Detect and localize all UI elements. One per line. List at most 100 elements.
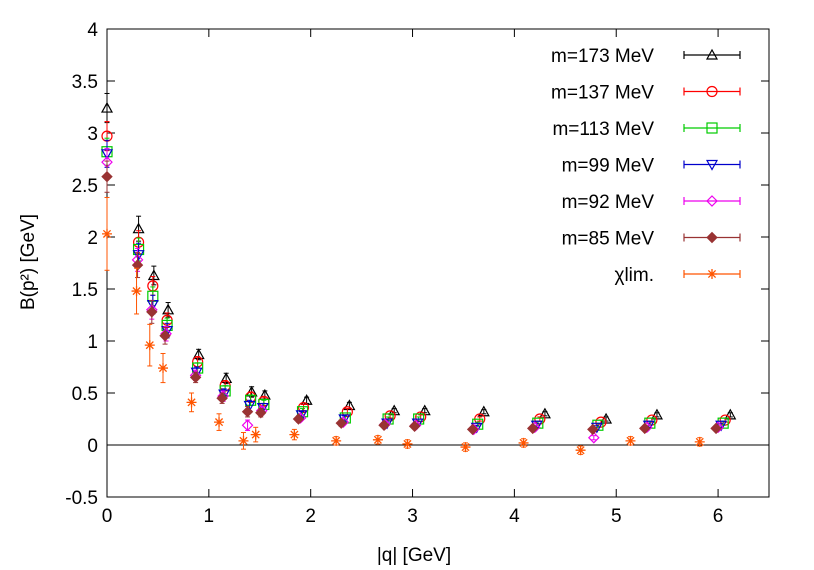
y-tick-label: 0.5 (72, 384, 98, 405)
x-axis-title: |q| [GeV] (377, 545, 451, 566)
x-tick-label: 6 (713, 506, 724, 527)
data-point (527, 422, 539, 435)
data-point (343, 399, 356, 411)
legend-marker (705, 48, 719, 60)
legend-item: m=99 MeV (562, 156, 741, 177)
data-point (250, 429, 261, 440)
data-point (625, 435, 636, 446)
data-point (102, 228, 112, 239)
y-tick-label: 4 (87, 20, 98, 41)
data-point (372, 434, 383, 445)
data-point (243, 400, 256, 412)
data-point (162, 303, 175, 315)
legend-marker (705, 159, 719, 171)
data-point (241, 419, 254, 432)
data-point (639, 422, 651, 435)
data-point (146, 306, 158, 318)
data-point (159, 330, 171, 342)
data-point (378, 419, 390, 431)
y-axis-title: B(p²) [GeV] (18, 214, 39, 310)
data-point (331, 435, 342, 446)
data-point (132, 250, 145, 261)
x-tick-label: 3 (407, 506, 418, 527)
data-point (101, 170, 113, 183)
legend-label: m=173 MeV (551, 46, 654, 67)
data-point (238, 435, 249, 446)
data-point (402, 438, 413, 449)
data-point (100, 101, 114, 113)
data-point (297, 401, 310, 414)
data-point (144, 340, 155, 351)
series-0 (100, 92, 737, 424)
axis-ticks (106, 28, 769, 498)
data-point (220, 372, 233, 384)
y-tick-label: 1 (87, 332, 98, 353)
legend-item: m=173 MeV (551, 46, 741, 67)
x-tick-label: 4 (509, 506, 520, 527)
data-point (341, 406, 353, 418)
data-point (186, 397, 197, 408)
y-tick-label: 1.5 (72, 280, 98, 301)
data-point (245, 394, 257, 406)
data-point (694, 436, 705, 447)
y-tick-label: 0 (87, 436, 98, 457)
data-point (131, 259, 144, 271)
data-point (595, 416, 607, 428)
data-point (289, 429, 300, 440)
data-point (214, 417, 225, 428)
data-point (216, 392, 228, 404)
data-point (335, 417, 347, 429)
x-tick-label: 2 (305, 506, 316, 527)
data-point (587, 431, 600, 444)
data-point (241, 406, 254, 418)
y-tick-label: -0.5 (65, 488, 98, 509)
y-tick-label: 2.5 (72, 176, 98, 197)
legend-label: χlim. (614, 265, 654, 286)
data-point (131, 286, 142, 297)
data-point (292, 413, 305, 425)
series-6 (102, 196, 705, 456)
legend-marker (706, 85, 718, 98)
series-3 (100, 139, 728, 434)
data-point (147, 269, 160, 281)
legend-item: m=113 MeV (552, 119, 741, 140)
data-point (518, 437, 529, 448)
legend-label: m=99 MeV (562, 156, 655, 177)
data-point (388, 404, 401, 416)
data-point (575, 445, 586, 456)
legend-marker (707, 269, 717, 279)
legend-label: m=85 MeV (562, 229, 655, 250)
y-tick-labels: -0.5 0 0.5 1 1.5 2 2.5 3 3.5 4 (65, 20, 98, 509)
x-tick-label: 5 (611, 506, 622, 527)
legend-item: χlim. (614, 265, 741, 286)
legend: m=173 MeV m=137 MeV m=113 MeV m=99 MeV m=92 … (551, 46, 741, 286)
legend-item: m=85 MeV (562, 229, 741, 250)
x-tick-label: 1 (204, 506, 215, 527)
legend-item: m=137 MeV (551, 83, 741, 104)
data-point (587, 423, 599, 436)
data-point (192, 348, 205, 360)
y-tick-label: 3 (87, 124, 98, 145)
data-point (255, 407, 267, 419)
legend-label: m=137 MeV (551, 83, 654, 104)
x-tick-labels: 0 1 2 3 4 5 6 (102, 506, 724, 527)
data-point (466, 423, 479, 436)
plot-border (106, 28, 770, 498)
data-point (460, 442, 471, 453)
y-tick-label: 2 (87, 228, 98, 249)
plot-frame (106, 28, 770, 498)
legend-item: m=92 MeV (562, 192, 741, 213)
y-tick-label: 3.5 (72, 72, 98, 93)
legend-marker (706, 122, 718, 134)
data-point (158, 363, 169, 374)
x-tick-label: 0 (102, 506, 113, 527)
legend-label: m=113 MeV (552, 119, 654, 140)
legend-label: m=92 MeV (562, 192, 655, 213)
legend-marker (706, 231, 718, 244)
data-point (189, 371, 202, 384)
legend-marker (706, 195, 718, 207)
data-series (100, 92, 737, 456)
data-point (408, 420, 421, 432)
data-point (710, 422, 722, 435)
